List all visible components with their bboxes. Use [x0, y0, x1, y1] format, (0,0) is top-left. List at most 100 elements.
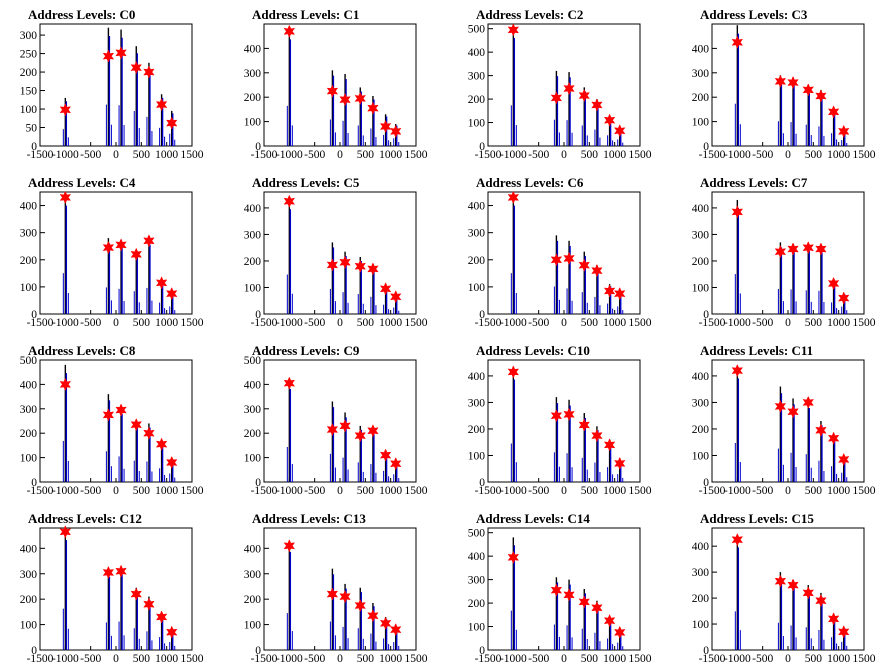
- x-tick-label: -1500: [27, 317, 54, 329]
- x-tick-label: -500: [752, 653, 773, 665]
- x-tick-label: 1000: [379, 485, 402, 497]
- peak-marker-star: [59, 190, 72, 205]
- x-tick-label: -1500: [251, 653, 278, 665]
- x-tick-label: -1000: [276, 485, 303, 497]
- x-tick-label: -1500: [699, 317, 726, 329]
- x-tick-label: 500: [805, 653, 823, 665]
- peak-marker-star: [787, 75, 799, 90]
- chart-panel-13: Address Levels: C13 0 100 200 300 400 -1500-10…: [244, 511, 428, 665]
- x-tick-label: 1500: [181, 149, 204, 161]
- peak-marker-star: [614, 625, 626, 640]
- y-tick-label: 200: [692, 424, 710, 436]
- plot-frame: [711, 359, 865, 483]
- x-tick-label: 1500: [629, 149, 652, 161]
- peak-marker-star: [787, 578, 799, 592]
- y-tick-label: 500: [468, 528, 486, 540]
- y-tick-label: 200: [244, 256, 262, 268]
- x-tick-label: 1000: [379, 317, 402, 329]
- x-tick-label: 0: [785, 485, 791, 497]
- x-tick-label: -500: [752, 149, 773, 161]
- y-tick-label: 100: [244, 620, 262, 632]
- x-tick-label: -1000: [276, 317, 303, 329]
- peak-marker-star: [815, 242, 827, 256]
- y-tick-label: 0: [255, 141, 261, 153]
- x-tick-label: 500: [357, 653, 375, 665]
- y-tick-label: 0: [703, 141, 709, 153]
- x-tick-label: -1000: [52, 149, 79, 161]
- x-tick-label: 1000: [827, 653, 850, 665]
- y-tick-label: 0: [479, 141, 485, 153]
- y-tick-label: 100: [20, 104, 38, 116]
- peak-marker-star: [507, 365, 520, 379]
- y-tick-label: 300: [244, 229, 262, 241]
- x-tick-label: 0: [113, 485, 119, 497]
- peak-marker-star: [815, 594, 827, 608]
- peak-marker-star: [155, 610, 168, 624]
- y-tick-label: 200: [468, 598, 486, 610]
- peak-marker-star: [591, 98, 603, 112]
- y-tick-label: 300: [692, 68, 710, 80]
- peak-marker-star: [367, 424, 379, 438]
- peak-marker-star: [102, 408, 115, 422]
- peak-marker-star: [143, 426, 155, 440]
- x-tick-label: 0: [561, 653, 567, 665]
- peak-marker-star: [563, 81, 575, 96]
- y-tick-label: 400: [244, 203, 262, 215]
- x-tick-label: 500: [133, 485, 151, 497]
- peak-marker-star: [563, 588, 575, 602]
- peak-marker-star: [283, 539, 296, 553]
- x-tick-label: -1500: [475, 485, 502, 497]
- x-tick-label: -500: [304, 485, 325, 497]
- peak-marker-star: [354, 91, 366, 106]
- x-tick-label: 1000: [827, 149, 850, 161]
- peak-marker-star: [326, 587, 339, 601]
- y-tick-label: 300: [468, 71, 486, 83]
- chart-panel-12: Address Levels: C12 0 100 200 300 400 -1500-10…: [20, 511, 204, 665]
- x-tick-label: 1500: [181, 317, 204, 329]
- y-tick-label: 400: [20, 379, 38, 391]
- peak-marker-star: [339, 93, 351, 107]
- peak-marker-star: [827, 105, 840, 119]
- y-tick-label: 400: [468, 47, 486, 59]
- peak-marker-star: [614, 456, 626, 471]
- x-tick-label: 1500: [853, 653, 876, 665]
- x-tick-label: -500: [80, 653, 101, 665]
- peak-marker-star: [115, 403, 127, 417]
- chart-panel-1: Address Levels: C1 0 100 200 300 400 -1500-100…: [244, 7, 428, 161]
- y-tick-label: 150: [20, 86, 38, 98]
- x-tick-label: -1500: [475, 149, 502, 161]
- peak-marker-star: [354, 598, 366, 613]
- peak-marker-star: [379, 119, 392, 134]
- peak-marker-star: [102, 49, 115, 63]
- x-tick-label: 1500: [405, 485, 428, 497]
- plot-frame: [263, 23, 417, 147]
- peak-marker-star: [603, 113, 616, 127]
- x-tick-label: -1500: [27, 653, 54, 665]
- chart-title: Address Levels: C15: [700, 511, 814, 526]
- chart-title: Address Levels: C4: [28, 175, 136, 190]
- peak-marker-star: [367, 101, 379, 115]
- x-tick-label: -1000: [500, 653, 527, 665]
- y-tick-label: 300: [692, 397, 710, 409]
- x-tick-label: -1000: [276, 653, 303, 665]
- peak-marker-star: [578, 595, 590, 609]
- peak-marker-star: [102, 240, 115, 255]
- peak-marker-star: [802, 395, 814, 410]
- peak-marker-star: [379, 282, 392, 296]
- chart-panel-6: Address Levels: C6 0 100 200 300 400 -1500-100…: [468, 175, 652, 329]
- y-tick-label: 200: [20, 428, 38, 440]
- y-tick-label: 200: [468, 424, 486, 436]
- x-tick-label: -500: [528, 485, 549, 497]
- y-tick-label: 250: [20, 49, 38, 61]
- x-tick-label: 0: [785, 149, 791, 161]
- x-tick-label: -1000: [500, 485, 527, 497]
- chart-panel-8: Address Levels: C80100200300400500-1500-…: [20, 343, 204, 497]
- y-tick-label: 400: [692, 43, 710, 55]
- peak-marker-star: [339, 255, 351, 269]
- x-tick-label: 1000: [155, 653, 178, 665]
- x-tick-label: 1500: [629, 485, 652, 497]
- x-tick-label: 500: [805, 317, 823, 329]
- peak-marker-star: [155, 97, 168, 112]
- peak-marker-star: [838, 291, 850, 305]
- peak-marker-star: [838, 124, 850, 138]
